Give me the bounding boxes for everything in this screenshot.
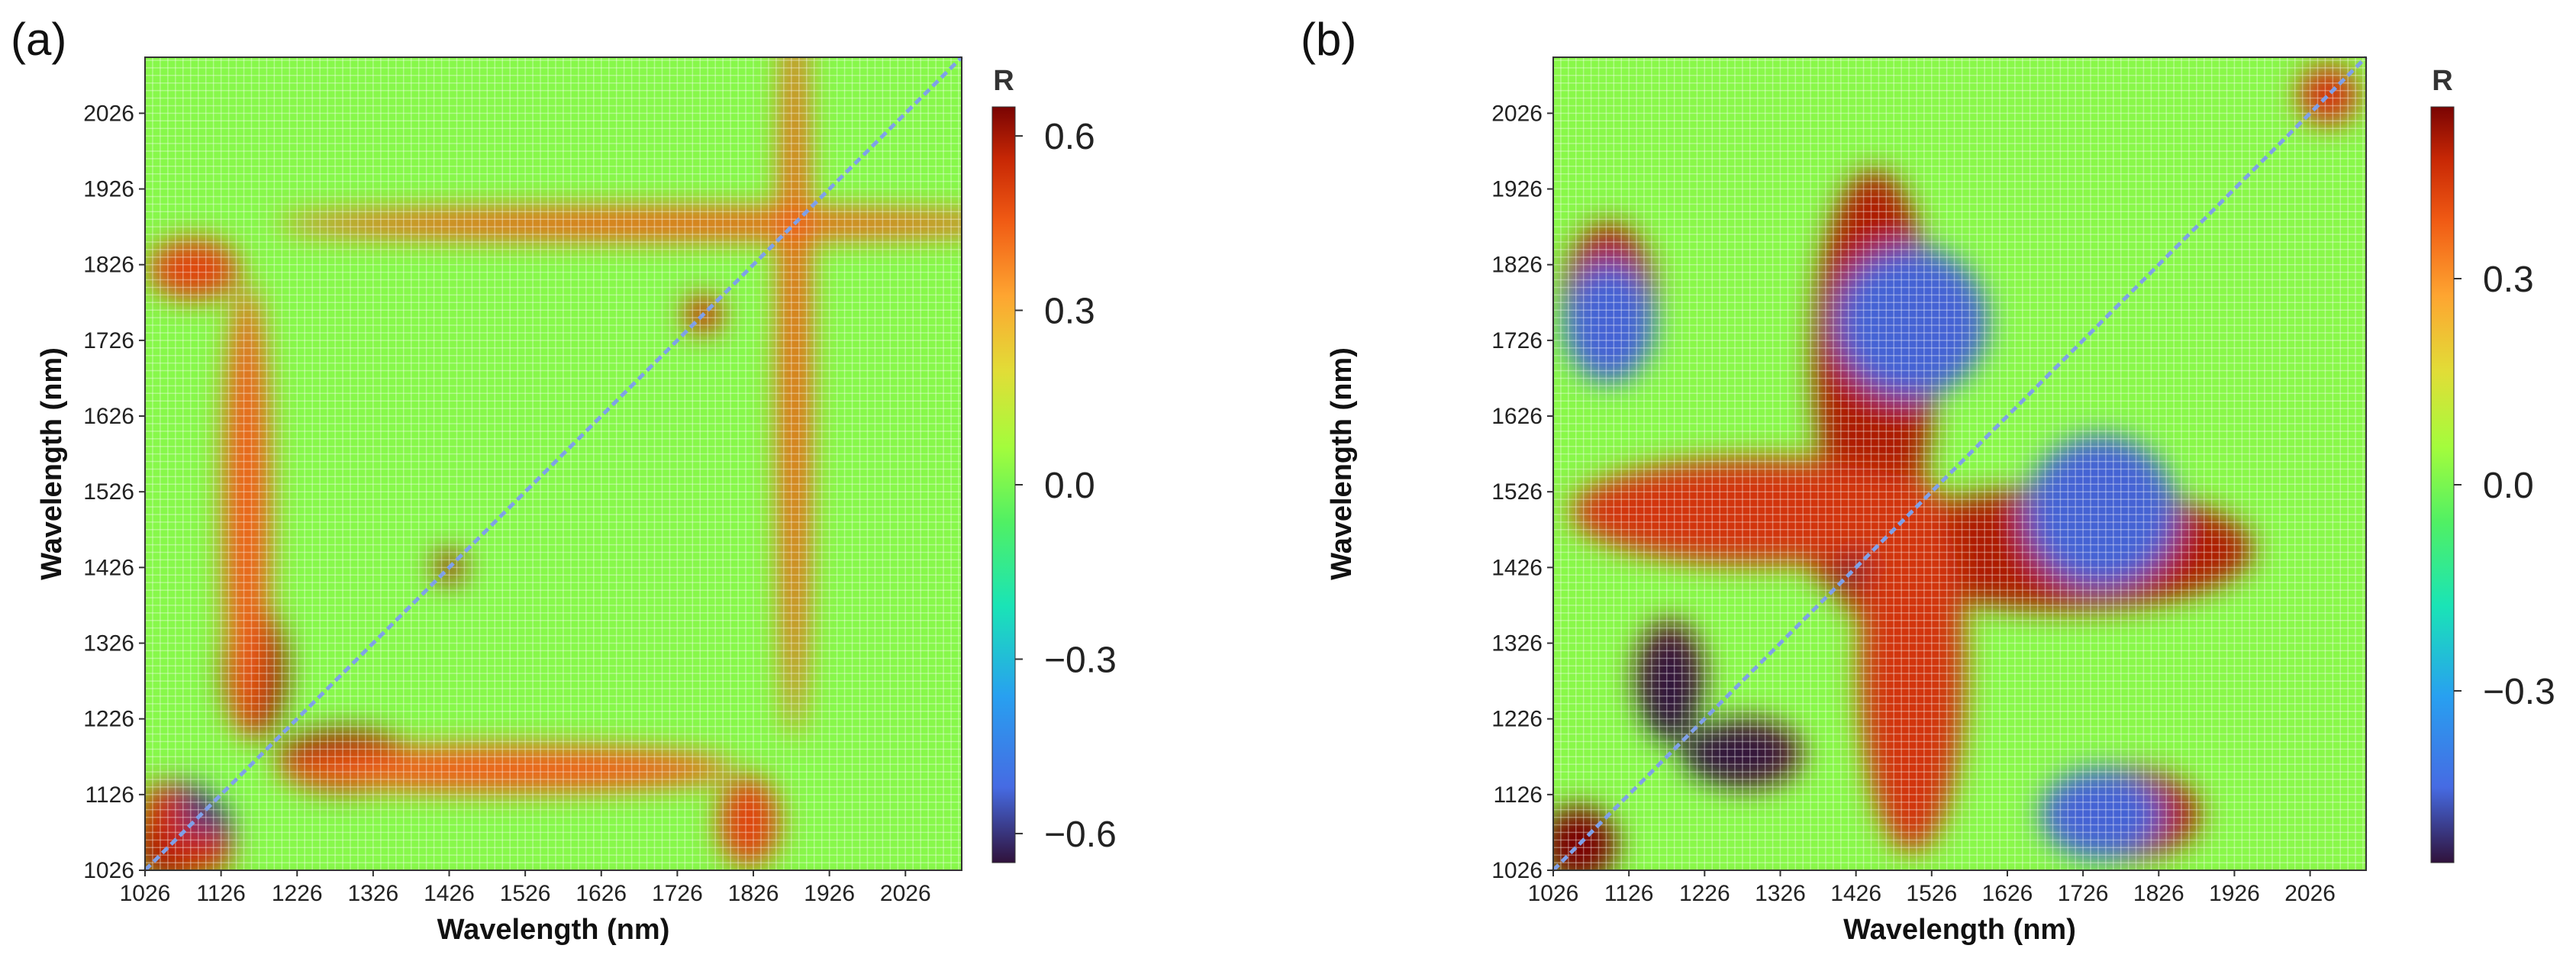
colorbar-tick-label: 0.3 — [2483, 260, 2534, 300]
x-tick-label: 1426 — [424, 881, 475, 906]
colorbar — [2430, 106, 2455, 863]
panel-label: (b) — [1301, 14, 1356, 65]
colorbar-tick-label: −0.3 — [2483, 672, 2555, 712]
grid-lines — [145, 57, 962, 870]
correlation-region-mirror — [1639, 628, 1701, 743]
x-tick-label: 1626 — [575, 881, 627, 906]
y-tick-label: 1526 — [1491, 479, 1543, 505]
x-tick-label: 1526 — [1906, 881, 1957, 906]
x-tick-label: 1126 — [196, 881, 246, 906]
x-tick-label: 1826 — [2133, 881, 2184, 906]
panel-label: (a) — [11, 14, 66, 65]
y-tick-label: 1726 — [1491, 328, 1543, 353]
heatmap-a: (a) 1026 1126 1226 1326 1426 1526 1626 1726 1826 1… — [11, 14, 1117, 946]
y-tick-label: 1826 — [83, 253, 134, 278]
colorbar — [991, 106, 1016, 863]
x-tick-label: 2026 — [880, 881, 931, 906]
y-tick-label: 1326 — [1491, 631, 1543, 657]
correlation-region-mirror — [1859, 473, 1965, 853]
correlation-region-mirror — [779, 57, 810, 739]
correlation-region — [1563, 261, 1655, 383]
x-axis-label: Wavelength (nm) — [437, 914, 670, 946]
y-tick-label: 1226 — [83, 707, 134, 732]
x-tick-label: 1326 — [1755, 881, 1806, 906]
x-axis-label: Wavelength (nm) — [1843, 914, 2076, 946]
correlation-region — [1681, 723, 1795, 784]
correlation-region-mirror — [145, 783, 186, 845]
y-tick-label: 2026 — [1491, 101, 1543, 126]
y-tick-label: 1126 — [1493, 782, 1543, 808]
y-tick-label: 1326 — [83, 631, 134, 657]
y-tick-label: 1526 — [83, 479, 134, 505]
y-axis-label: Wavelength (nm) — [1326, 347, 1358, 580]
y-tick-label: 1926 — [1491, 177, 1543, 202]
y-tick-label: 1826 — [1491, 253, 1543, 278]
correlation-region-mirror — [2025, 435, 2178, 588]
correlation-region — [277, 746, 734, 792]
y-tick-label: 1426 — [83, 555, 134, 580]
heatmap-b: (b) 1026 1126 1226 1326 1426 1526 1626 1726 1826 1… — [1301, 14, 2555, 946]
x-tick-label: 1726 — [2058, 881, 2109, 906]
y-axis-label: Wavelength (nm) — [36, 347, 68, 580]
y-tick-label: 1226 — [1491, 707, 1543, 732]
x-tick-label: 1526 — [500, 881, 551, 906]
x-tick-label: 1726 — [652, 881, 703, 906]
y-tick-label: 1026 — [83, 858, 134, 883]
correlation-region-mirror — [718, 776, 779, 868]
colorbar-tick-label: −0.3 — [1044, 640, 1117, 680]
x-tick-label: 2026 — [2284, 881, 2336, 906]
colorbar-tick-label: −0.6 — [1044, 815, 1117, 855]
panel-a: (a) 1026 1126 1226 1326 1426 1526 1626 1726 1826 1… — [11, 14, 1117, 946]
diagonal-line — [143, 56, 963, 872]
correlation-region — [147, 238, 240, 300]
colorbar-tick-label: 0.0 — [2483, 466, 2534, 506]
colorbar-title: R — [2432, 65, 2452, 97]
y-tick-label: 1626 — [83, 404, 134, 429]
colorbar-title: R — [993, 65, 1014, 97]
x-tick-label: 1026 — [1528, 881, 1579, 906]
correlation-region-mirror — [2040, 769, 2162, 860]
panel-b: (b) 1026 1126 1226 1326 1426 1526 1626 1726 1826 1… — [1290, 0, 2576, 955]
y-tick-label: 1726 — [83, 328, 134, 353]
y-tick-label: 1426 — [1491, 555, 1543, 580]
grid-lines — [1553, 57, 2366, 870]
y-tick-label: 1126 — [85, 782, 134, 808]
x-tick-label: 1626 — [1982, 881, 2033, 906]
y-tick-label: 1926 — [83, 177, 134, 202]
correlation-region — [1571, 458, 1950, 565]
colorbar-tick-label: 0.0 — [1044, 466, 1095, 506]
x-tick-label: 1426 — [1830, 881, 1881, 906]
x-tick-label: 1126 — [1604, 881, 1654, 906]
y-tick-label: 1026 — [1491, 858, 1543, 883]
y-tick-label: 2026 — [83, 101, 134, 126]
x-tick-label: 1226 — [1679, 881, 1730, 906]
y-tick-label: 1626 — [1491, 404, 1543, 429]
correlation-region-mirror — [224, 284, 270, 739]
x-tick-label: 1226 — [272, 881, 323, 906]
x-tick-label: 1026 — [120, 881, 171, 906]
colorbar-tick-label: 0.3 — [1044, 292, 1095, 332]
x-tick-label: 1926 — [804, 881, 855, 906]
x-tick-label: 1326 — [348, 881, 399, 906]
correlation-region — [170, 829, 232, 870]
plot-frame — [1552, 56, 2367, 871]
plot-frame — [144, 56, 962, 871]
x-tick-label: 1926 — [2209, 881, 2260, 906]
colorbar-tick-label: 0.6 — [1044, 117, 1095, 157]
x-tick-label: 1826 — [728, 881, 779, 906]
correlation-region — [1836, 246, 1988, 398]
diagonal-line — [1552, 56, 2368, 872]
